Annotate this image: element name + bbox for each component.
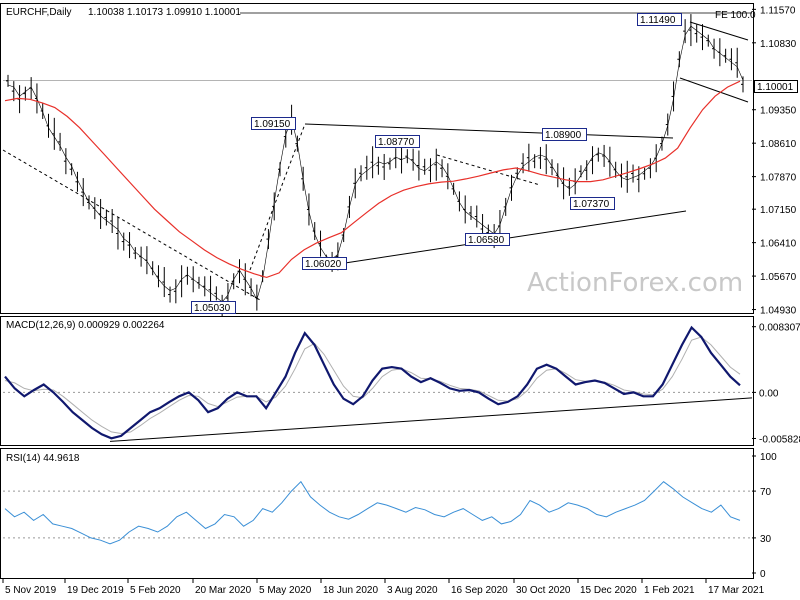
price-y-tick-label: 1.04930: [760, 306, 797, 317]
price-y-tick-label: 1.06410: [760, 239, 797, 250]
label-1-09150: 1.09150: [254, 119, 291, 130]
macd-y-axis: 0.008307 0.00 -0.005828: [752, 323, 800, 445]
rsi-y-tick-label: 100: [760, 452, 777, 463]
trend-line: [304, 123, 674, 139]
label-1-06580: 1.06580: [468, 235, 505, 246]
price-line: [7, 25, 744, 303]
label-box-1-06580: [465, 233, 510, 246]
label-box-1-09150: [251, 117, 296, 130]
label-1-08770: 1.08770: [378, 137, 415, 148]
fe-label: FE 100.0: [715, 10, 756, 21]
x-tick-label: 3 Aug 2020: [387, 585, 438, 596]
rsi-title: RSI(14) 44.9618: [6, 453, 80, 464]
price-layer: [2, 12, 752, 317]
rsi-layer: [3, 480, 752, 545]
x-tick-label: 18 Jun 2020: [323, 585, 378, 596]
x-axis: 5 Nov 2019 19 Dec 2019 5 Feb 2020 20 Mar 20…: [2, 579, 765, 596]
x-tick-label: 5 Feb 2020: [130, 585, 181, 596]
macd-title: MACD(12,26,9) 0.000929 0.002264: [6, 320, 165, 331]
rsi-pane-frame: [0, 448, 754, 579]
trend-line: [344, 210, 687, 264]
price-y-tick-label: 1.05670: [760, 272, 797, 283]
watermark: ActionForex.com: [527, 268, 743, 298]
rsi-y-tick-label: 70: [760, 487, 772, 498]
rsi-y-tick-label: 30: [760, 534, 772, 545]
trend-line: [249, 123, 306, 271]
price-y-tick-label: 1.07150: [760, 205, 797, 216]
macd-trend-line: [109, 397, 753, 442]
rsi-y-axis: 100 70 30 0: [752, 452, 777, 580]
macd-pane-frame: [0, 316, 754, 446]
rsi-line: [4, 480, 741, 545]
price-y-axis: 1.11570 1.10830 1.09350 1.08610 1.07870 1.071…: [752, 5, 797, 317]
x-tick-label: 15 Dec 2020: [580, 585, 637, 596]
macd-signal-line: [4, 336, 741, 435]
current-price-tag: [754, 80, 798, 93]
x-tick-label: 16 Sep 2020: [451, 585, 508, 596]
price-pane-frame: [0, 3, 754, 314]
price-y-tick-label: 1.10830: [760, 39, 797, 50]
label-box-1-08770: [375, 135, 420, 148]
macd-y-tick-label: -0.005828: [759, 434, 800, 445]
label-1-05030: 1.05030: [194, 303, 231, 314]
x-tick-label: 1 Feb 2021: [644, 585, 695, 596]
label-1-11490: 1.11490: [640, 15, 676, 26]
label-box-1-07370: [570, 197, 615, 210]
sma-line: [4, 80, 741, 279]
price-y-tick-label: 1.08610: [760, 139, 797, 150]
price-header-symbol: EURCHF,Daily: [6, 7, 72, 18]
trend-line: [689, 21, 749, 41]
price-labels: 1.11490 1.09150 1.08770 1.08900 1.06020 …: [191, 13, 682, 314]
macd-y-tick-label: 0.008307: [759, 323, 800, 334]
trend-line: [2, 149, 261, 301]
x-tick-label: 20 Mar 2020: [195, 585, 252, 596]
label-box-1-11490: [637, 13, 682, 26]
trend-line: [679, 77, 749, 103]
label-box-1-05030: [191, 301, 236, 314]
current-price-value: 1.10001: [757, 82, 794, 93]
label-box-1-06020: [302, 257, 347, 270]
price-header-ohlc: 1.10038 1.10173 1.09910 1.10001: [88, 7, 241, 18]
x-tick-label: 5 May 2020: [259, 585, 312, 596]
x-tick-label: 17 Mar 2021: [708, 585, 765, 596]
price-y-tick-label: 1.07870: [760, 173, 797, 184]
price-y-tick-label: 1.11570: [760, 5, 796, 16]
x-tick-label: 5 Nov 2019: [5, 585, 57, 596]
price-y-tick-label: 1.09350: [760, 106, 797, 117]
label-1-06020: 1.06020: [305, 259, 342, 270]
label-box-1-08900: [542, 128, 587, 141]
x-tick-label: 30 Oct 2020: [516, 585, 571, 596]
label-1-08900: 1.08900: [545, 130, 582, 141]
label-1-07370: 1.07370: [573, 199, 610, 210]
macd-line: [4, 325, 741, 440]
rsi-y-tick-label: 0: [760, 569, 766, 580]
x-tick-label: 19 Dec 2019: [67, 585, 124, 596]
macd-layer: [3, 325, 753, 442]
macd-y-tick-label: 0.00: [759, 388, 779, 399]
